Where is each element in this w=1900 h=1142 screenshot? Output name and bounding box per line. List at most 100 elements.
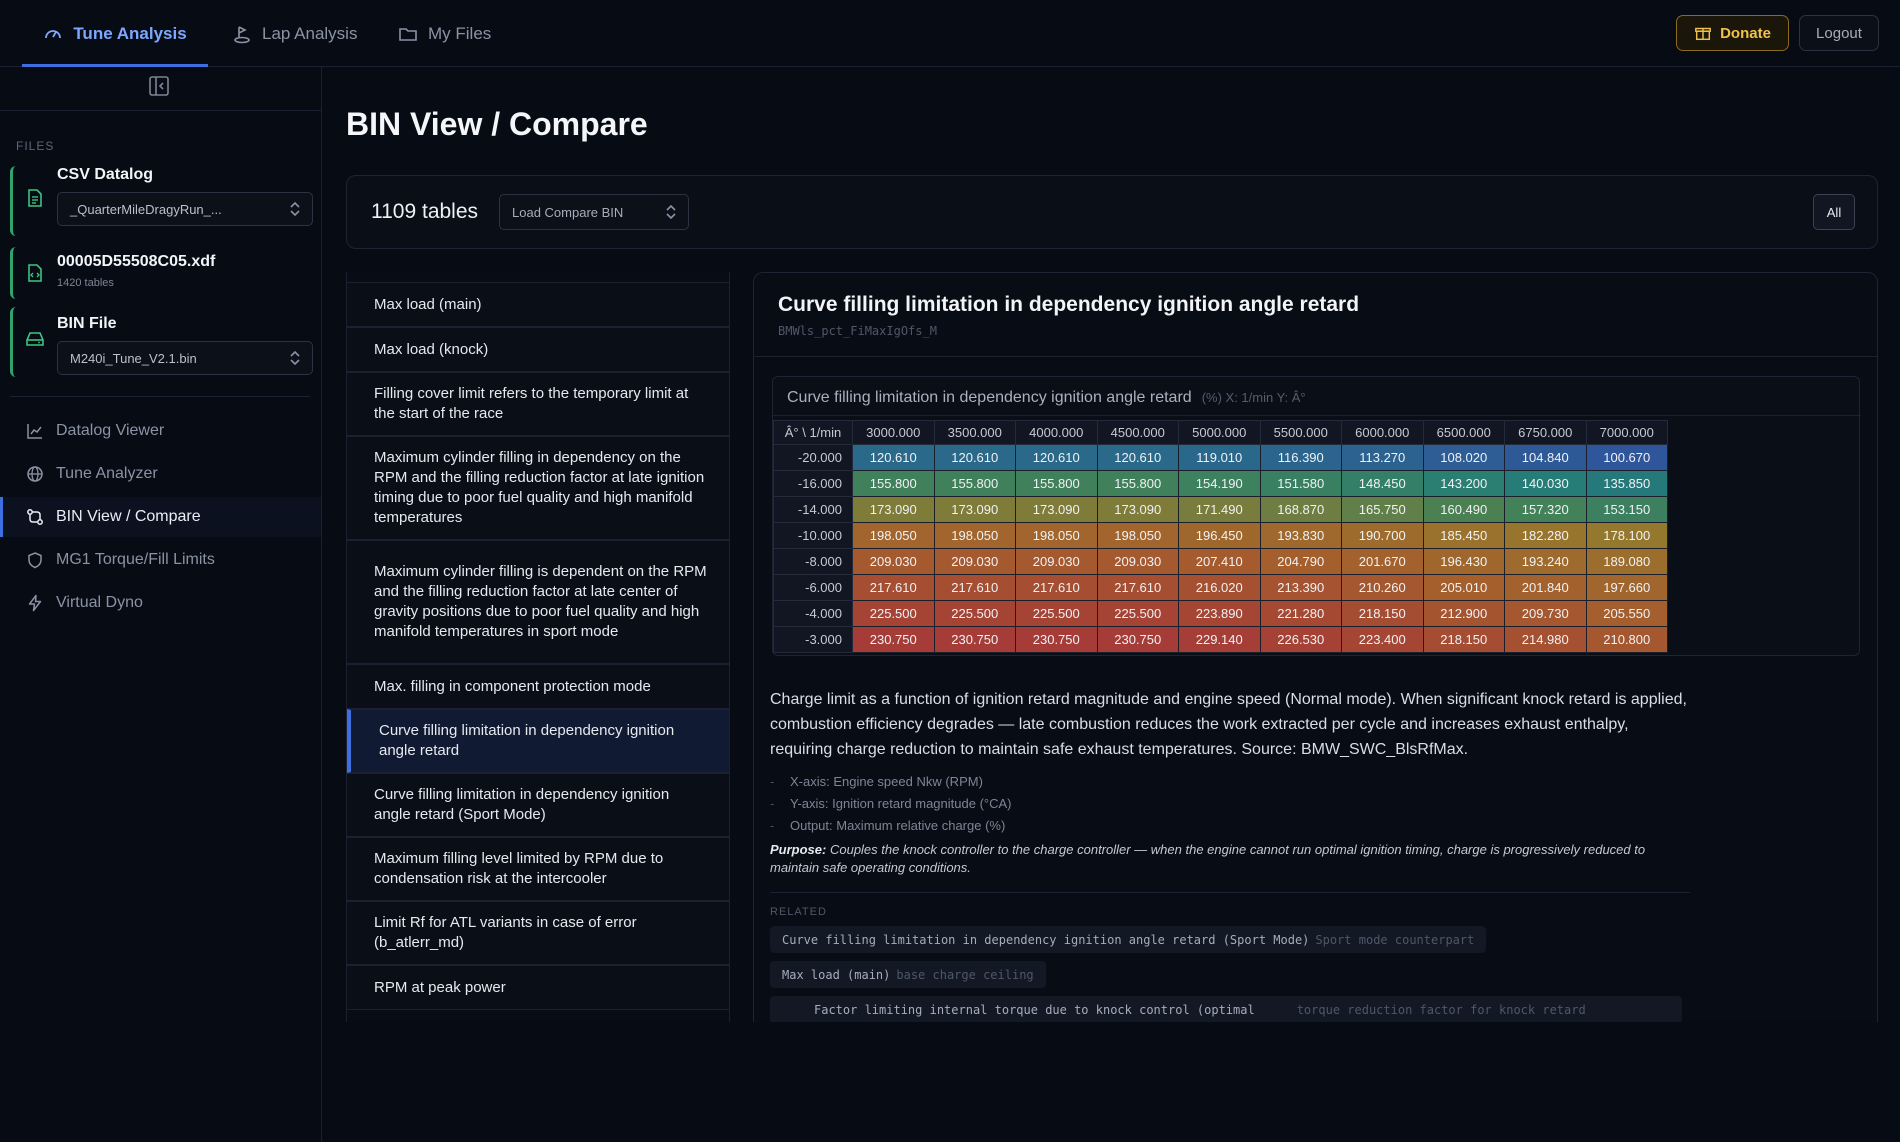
map-cell[interactable]: 143.200	[1422, 470, 1505, 497]
map-cell[interactable]: 168.870	[1259, 496, 1342, 523]
map-cell[interactable]: 221.280	[1259, 600, 1342, 627]
map-cell[interactable]: 193.830	[1259, 522, 1342, 549]
map-cell[interactable]: 148.450	[1341, 470, 1424, 497]
list-item[interactable]: RPM at peak power	[347, 965, 729, 1010]
logout-button[interactable]: Logout	[1799, 15, 1879, 51]
map-cell[interactable]: 205.550	[1585, 600, 1668, 627]
map-cell[interactable]: 205.010	[1422, 574, 1505, 601]
map-cell[interactable]: 230.750	[933, 626, 1016, 653]
map-cell[interactable]: 104.840	[1504, 444, 1587, 471]
map-cell[interactable]: 201.840	[1504, 574, 1587, 601]
map-cell[interactable]: 217.610	[1015, 574, 1098, 601]
map-cell[interactable]: 204.790	[1259, 548, 1342, 575]
sidebar-item-virtual-dyno[interactable]: Virtual Dyno	[0, 583, 321, 623]
map-cell[interactable]: 116.390	[1259, 444, 1342, 471]
map-cell[interactable]: 210.800	[1585, 626, 1668, 653]
map-cell[interactable]: 173.090	[933, 496, 1016, 523]
tab-my-files[interactable]: My Files	[398, 0, 491, 67]
sidebar-item-bin-view-compare[interactable]: BIN View / Compare	[0, 497, 321, 537]
map-cell[interactable]: 226.530	[1259, 626, 1342, 653]
related-chip[interactable]: Factor limiting internal torque due to k…	[770, 996, 1682, 1022]
map-cell[interactable]: 218.150	[1341, 600, 1424, 627]
map-cell[interactable]: 140.030	[1504, 470, 1587, 497]
list-item[interactable]: Limit Rf for ATL variants in case of err…	[347, 901, 729, 965]
map-cell[interactable]: 100.670	[1585, 444, 1668, 471]
list-item[interactable]: Max load (main)	[347, 282, 729, 327]
donate-button[interactable]: Donate	[1676, 15, 1789, 51]
related-chip[interactable]: Curve filling limitation in dependency i…	[770, 926, 1487, 953]
tab-tune-analysis[interactable]: Tune Analysis	[22, 0, 208, 67]
map-cell[interactable]: 120.610	[1096, 444, 1179, 471]
all-button[interactable]: All	[1813, 194, 1855, 230]
file-card-bin[interactable]: BIN File M240i_Tune_V2.1.bin	[10, 307, 313, 377]
map-cell[interactable]: 120.610	[852, 444, 935, 471]
map-cell[interactable]: 207.410	[1178, 548, 1261, 575]
map-cell[interactable]: 155.800	[852, 470, 935, 497]
map-cell[interactable]: 209.730	[1504, 600, 1587, 627]
map-cell[interactable]: 225.500	[852, 600, 935, 627]
map-cell[interactable]: 225.500	[1096, 600, 1179, 627]
file-card-xdf[interactable]: 00005D55508C05.xdf 1420 tables	[10, 247, 310, 299]
map-cell[interactable]: 178.100	[1585, 522, 1668, 549]
map-cell[interactable]: 225.500	[933, 600, 1016, 627]
list-item[interactable]: Max. filling in component protection mod…	[347, 664, 729, 709]
bin-file-select[interactable]: M240i_Tune_V2.1.bin	[57, 341, 313, 375]
map-cell[interactable]: 198.050	[1015, 522, 1098, 549]
map-cell[interactable]: 157.320	[1504, 496, 1587, 523]
map-cell[interactable]: 173.090	[1015, 496, 1098, 523]
map-cell[interactable]: 120.610	[933, 444, 1016, 471]
map-cell[interactable]: 182.280	[1504, 522, 1587, 549]
map-cell[interactable]: 230.750	[1096, 626, 1179, 653]
map-cell[interactable]: 155.800	[1015, 470, 1098, 497]
map-cell[interactable]: 171.490	[1178, 496, 1261, 523]
map-cell[interactable]: 209.030	[933, 548, 1016, 575]
map-cell[interactable]: 217.610	[852, 574, 935, 601]
map-cell[interactable]: 198.050	[1096, 522, 1179, 549]
map-cell[interactable]: 217.610	[933, 574, 1016, 601]
list-item-selected[interactable]: Curve filling limitation in dependency i…	[347, 709, 729, 773]
map-cell[interactable]: 108.020	[1422, 444, 1505, 471]
map-cell[interactable]: 193.240	[1504, 548, 1587, 575]
map-cell[interactable]: 214.980	[1504, 626, 1587, 653]
tab-lap-analysis[interactable]: Lap Analysis	[232, 0, 357, 67]
map-cell[interactable]: 154.190	[1178, 470, 1261, 497]
map-cell[interactable]: 218.150	[1422, 626, 1505, 653]
map-cell[interactable]: 165.750	[1341, 496, 1424, 523]
map-cell[interactable]: 153.150	[1585, 496, 1668, 523]
map-cell[interactable]: 223.400	[1341, 626, 1424, 653]
map-cell[interactable]: 120.610	[1015, 444, 1098, 471]
list-item[interactable]: Maximum cylinder filling is dependent on…	[347, 540, 729, 664]
sidebar-item-datalog-viewer[interactable]: Datalog Viewer	[0, 411, 321, 451]
map-cell[interactable]: 173.090	[852, 496, 935, 523]
map-cell[interactable]: 209.030	[1015, 548, 1098, 575]
map-cell[interactable]: 198.050	[852, 522, 935, 549]
map-cell[interactable]: 223.890	[1178, 600, 1261, 627]
map-cell[interactable]: 190.700	[1341, 522, 1424, 549]
map-cell[interactable]: 196.450	[1178, 522, 1261, 549]
list-item[interactable]: Maximum cylinder filling in dependency o…	[347, 436, 729, 540]
list-item[interactable]: Filling cover limit refers to the tempor…	[347, 372, 729, 436]
map-cell[interactable]: 209.030	[852, 548, 935, 575]
map-cell[interactable]: 230.750	[852, 626, 935, 653]
load-compare-bin-select[interactable]: Load Compare BIN	[499, 194, 689, 230]
map-cell[interactable]: 173.090	[1096, 496, 1179, 523]
list-item[interactable]: Maximum filling level limited by RPM due…	[347, 837, 729, 901]
map-cell[interactable]: 212.900	[1422, 600, 1505, 627]
map-cell[interactable]: 119.010	[1178, 444, 1261, 471]
map-cell[interactable]: 216.020	[1178, 574, 1261, 601]
map-cell[interactable]: 209.030	[1096, 548, 1179, 575]
map-cell[interactable]: 155.800	[1096, 470, 1179, 497]
list-item[interactable]: Max load (knock)	[347, 327, 729, 372]
map-cell[interactable]: 189.080	[1585, 548, 1668, 575]
map-cell[interactable]: 230.750	[1015, 626, 1098, 653]
map-cell[interactable]: 196.430	[1422, 548, 1505, 575]
map-cell[interactable]: 201.670	[1341, 548, 1424, 575]
map-cell[interactable]: 197.660	[1585, 574, 1668, 601]
related-chip[interactable]: Max load (main) base charge ceiling	[770, 961, 1046, 988]
map-cell[interactable]: 225.500	[1015, 600, 1098, 627]
map-cell[interactable]: 113.270	[1341, 444, 1424, 471]
map-cell[interactable]: 185.450	[1422, 522, 1505, 549]
map-cell[interactable]: 135.850	[1585, 470, 1668, 497]
map-cell[interactable]: 210.260	[1341, 574, 1424, 601]
sidebar-item-mg1-limits[interactable]: MG1 Torque/Fill Limits	[0, 540, 321, 580]
